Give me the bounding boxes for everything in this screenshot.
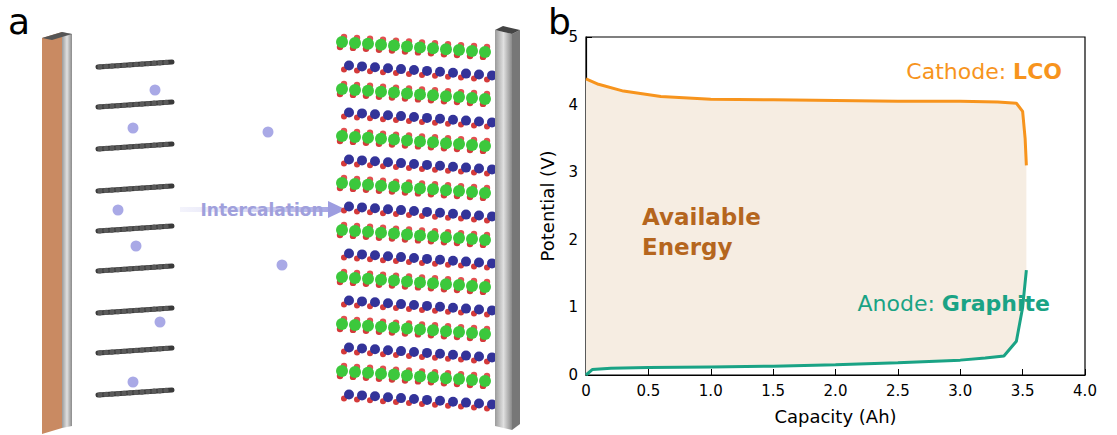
svg-text:3.5: 3.5 (1011, 382, 1035, 400)
svg-text:0: 0 (568, 366, 578, 384)
svg-text:0: 0 (581, 382, 591, 400)
svg-text:Graphite: Graphite (942, 291, 1050, 316)
svg-text:Cathode:: Cathode: (906, 59, 1013, 84)
svg-text:3.0: 3.0 (948, 382, 972, 400)
svg-text:Energy: Energy (642, 234, 732, 260)
svg-text:2: 2 (568, 231, 578, 249)
svg-text:Capacity (Ah): Capacity (Ah) (774, 406, 896, 427)
svg-text:1.5: 1.5 (761, 382, 785, 400)
svg-text:3: 3 (568, 163, 578, 181)
html-text:b: b (548, 1, 571, 42)
html-text:a: a (8, 1, 31, 42)
svg-text:5: 5 (568, 28, 578, 46)
svg-text:LCO: LCO (1013, 59, 1062, 84)
svg-text:0.5: 0.5 (636, 382, 660, 400)
svg-text:1.0: 1.0 (699, 382, 723, 400)
svg-text:4: 4 (568, 96, 578, 114)
svg-text:Potential (V): Potential (V) (537, 151, 558, 262)
svg-text:1: 1 (568, 298, 578, 316)
svg-text:4.0: 4.0 (1073, 382, 1097, 400)
svg-text:2.5: 2.5 (886, 382, 910, 400)
svg-text:2.0: 2.0 (824, 382, 848, 400)
svg-text:Intercalation: Intercalation (200, 200, 323, 220)
svg-text:Anode:: Anode: (858, 291, 942, 316)
svg-text:Available: Available (642, 204, 761, 230)
